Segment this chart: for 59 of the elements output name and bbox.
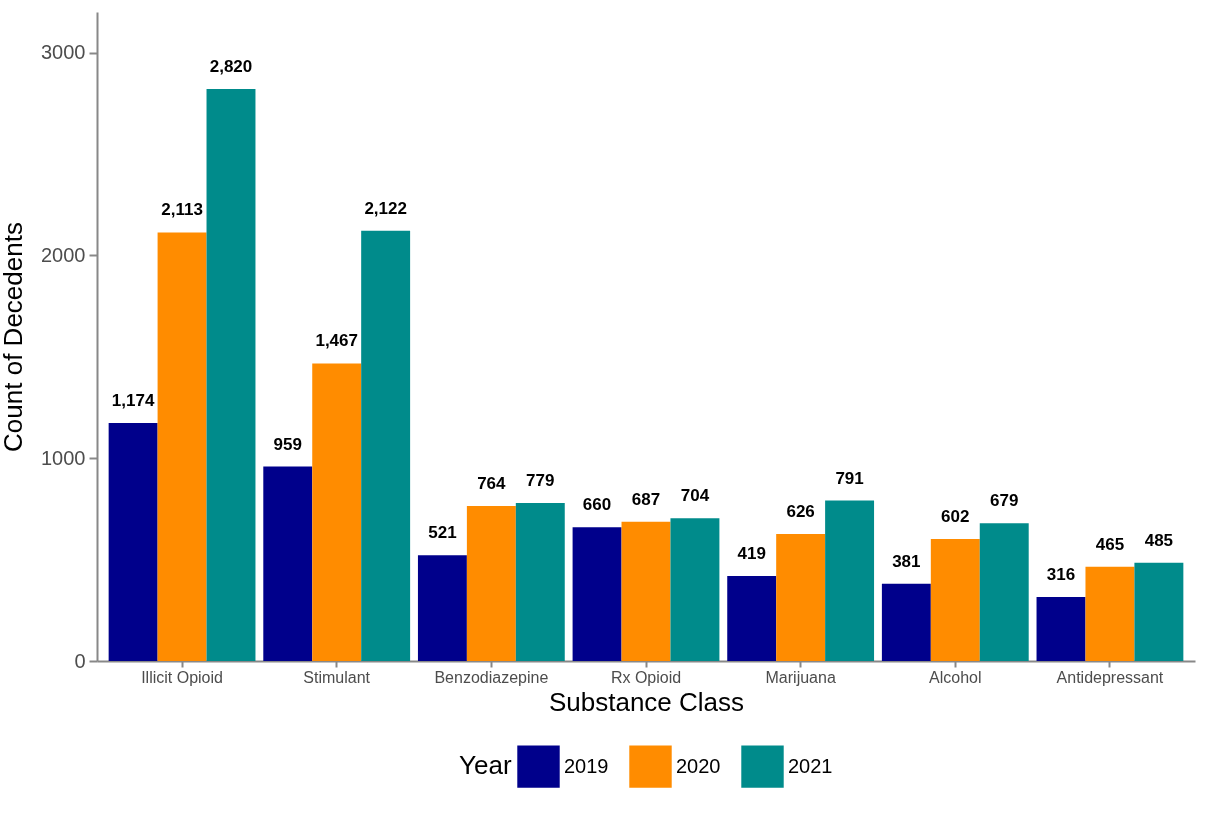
bar <box>670 518 720 661</box>
data-label: 485 <box>1144 530 1174 550</box>
data-label: 419 <box>737 544 766 564</box>
data-label: 679 <box>990 491 1019 511</box>
y-tick-label: 3000 <box>41 41 86 64</box>
bar <box>881 583 931 661</box>
bar <box>157 232 207 661</box>
data-label: 779 <box>526 471 555 491</box>
bar <box>312 363 362 661</box>
legend-label: 2019 <box>564 754 609 777</box>
bar <box>1134 562 1184 661</box>
bar <box>206 89 256 661</box>
legend-title: Year <box>459 750 512 780</box>
data-label: 687 <box>631 489 661 509</box>
bar <box>108 422 158 661</box>
bar <box>263 466 313 661</box>
data-label: 602 <box>941 506 970 526</box>
y-tick-label: 1000 <box>41 446 86 469</box>
x-axis-title: Substance Class <box>548 686 745 717</box>
data-label: 626 <box>786 502 815 522</box>
data-label: 465 <box>1095 534 1125 554</box>
x-tick-label: Alcohol <box>929 668 982 686</box>
bar <box>1085 566 1135 661</box>
data-label: 704 <box>680 486 710 506</box>
bar <box>930 538 980 661</box>
data-label: 316 <box>1046 564 1076 584</box>
bar <box>515 503 565 661</box>
bar <box>466 506 516 661</box>
x-tick-label: Benzodiazepine <box>434 668 549 686</box>
x-tick-label: Marijuana <box>765 668 836 686</box>
bar <box>621 521 671 661</box>
bar <box>572 527 622 661</box>
x-tick-label: Antidepressant <box>1056 668 1164 686</box>
data-label: 521 <box>428 523 457 543</box>
bar <box>361 230 411 661</box>
x-tick-label: Illicit Opioid <box>141 668 223 686</box>
data-label: 2,122 <box>364 198 407 218</box>
data-label: 1,467 <box>315 331 358 351</box>
data-label: 959 <box>273 434 302 454</box>
legend-label: 2021 <box>788 754 833 777</box>
bar <box>1036 596 1086 661</box>
data-label: 381 <box>892 551 921 571</box>
bar <box>776 534 826 661</box>
data-label: 764 <box>477 474 507 494</box>
x-tick-label: Stimulant <box>303 668 371 686</box>
y-tick-label: 2000 <box>41 243 86 266</box>
data-label: 660 <box>582 495 612 515</box>
legend-label: 2020 <box>676 754 721 777</box>
data-label: 2,820 <box>209 57 253 77</box>
x-tick-label: Rx Opioid <box>610 668 682 686</box>
y-tick-label: 0 <box>74 649 86 672</box>
data-label: 1,174 <box>111 390 155 410</box>
bar <box>727 576 777 661</box>
bar <box>825 500 875 661</box>
data-label: 791 <box>835 468 864 488</box>
data-label: 2,113 <box>161 200 203 220</box>
y-axis-title: Count of Decedents <box>0 222 29 452</box>
bar <box>417 555 467 661</box>
bar <box>979 523 1029 661</box>
